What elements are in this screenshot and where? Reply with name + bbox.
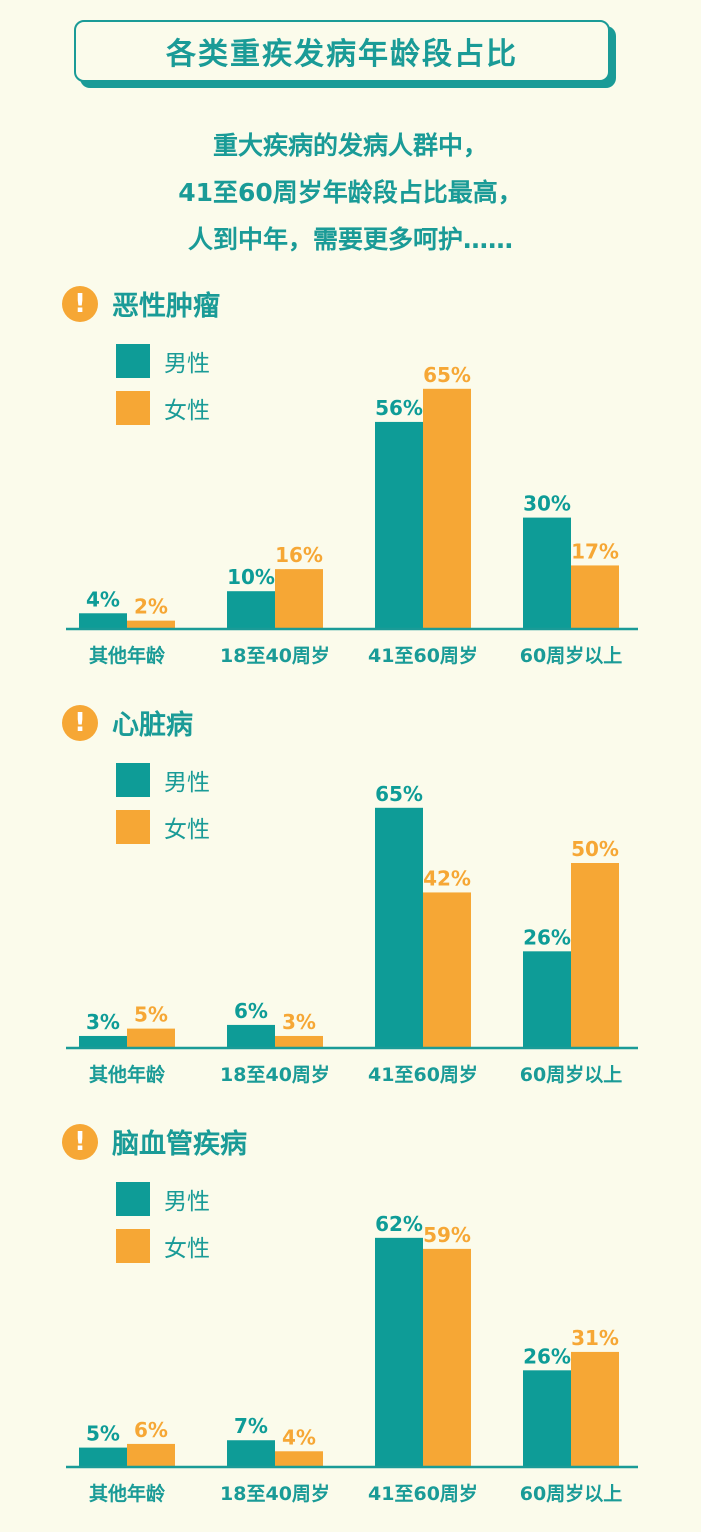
x-tick-label: 60周岁以上 (520, 1063, 622, 1086)
x-tick-label: 41至60周岁 (368, 1063, 478, 1086)
section-header: ! 恶性肿瘤 (62, 284, 220, 323)
data-label: 17% (571, 539, 619, 563)
legend-swatch-female (116, 1229, 150, 1263)
legend-label-female: 女性 (164, 817, 210, 843)
subtitle-line-3: 人到中年，需要更多呵护…… (187, 225, 513, 254)
data-label: 3% (86, 1010, 120, 1034)
legend-swatch-male (116, 344, 150, 378)
bar-female (127, 1028, 175, 1047)
exclamation-icon: ! (62, 1123, 98, 1160)
data-label: 6% (234, 999, 268, 1023)
bar-male (227, 1024, 275, 1047)
bar-female (275, 1035, 323, 1047)
data-label: 42% (423, 866, 471, 890)
bar-chart: 3% 5% 其他年龄 6% 3% 18至40周岁 65% 42% 41至60周岁 26% 50% 60… (66, 782, 638, 1086)
legend-label-male: 男性 (164, 770, 210, 796)
bar-female (571, 565, 619, 628)
data-label: 26% (523, 925, 571, 949)
bar-male (79, 613, 127, 628)
bar-chart: 5% 6% 其他年龄 7% 4% 18至40周岁 62% 59% 41至60周岁 26%31% 60… (66, 1212, 638, 1505)
page-title: 各类重疾发病年龄段占比 (166, 37, 518, 72)
section-header: ! 心脏病 (62, 703, 193, 742)
section-title: 脑血管疾病 (112, 1129, 247, 1160)
data-label: 3% (282, 1010, 316, 1034)
data-label: 4% (282, 1425, 316, 1449)
legend-item-female: 女性 (116, 810, 210, 844)
bar-male (79, 1035, 127, 1047)
section-title: 恶性肿瘤 (112, 291, 220, 322)
bar-male (375, 421, 423, 628)
legend-item-male: 男性 (116, 763, 210, 797)
bar-female (423, 892, 471, 1047)
data-label: 59% (423, 1223, 471, 1247)
bar-male (375, 1237, 423, 1466)
legend-swatch-female (116, 391, 150, 425)
legend-item-male: 男性 (116, 1182, 210, 1216)
subtitle-line-1: 重大疾病的发病人群中， (212, 131, 488, 160)
bar-male (523, 1370, 571, 1466)
bar-female (571, 863, 619, 1047)
section-title: 心脏病 (112, 710, 193, 741)
exclamation-icon: ! (62, 285, 98, 322)
bar-male (227, 591, 275, 628)
data-label: 30% (523, 492, 571, 516)
data-label: 65% (375, 782, 423, 806)
data-label: 16% (275, 543, 323, 567)
chart-section-cerebrovascular: ! 脑血管疾病 男性 女性 5% 6% 其他年龄 7% 4% 18至40周岁 62% 59% 4… (0, 1122, 701, 1532)
bar-female (571, 1351, 619, 1466)
x-tick-label: 60周岁以上 (520, 644, 622, 667)
legend-label-male: 男性 (164, 1189, 210, 1215)
x-tick-label: 41至60周岁 (368, 1482, 478, 1505)
exclamation-icon: ! (62, 704, 98, 741)
data-label: 4% (86, 587, 120, 611)
legend-label-female: 女性 (164, 398, 210, 424)
bar-male (227, 1440, 275, 1466)
legend-swatch-male (116, 1182, 150, 1216)
legend-label-male: 男性 (164, 351, 210, 377)
x-tick-label: 其他年龄 (89, 644, 166, 667)
bar-male (79, 1447, 127, 1466)
subtitle-line-2: 41至60周岁年龄段占比最高， (178, 178, 523, 207)
legend-swatch-female (116, 810, 150, 844)
legend-label-female: 女性 (164, 1236, 210, 1262)
bar-female (275, 569, 323, 628)
data-label: 26% (523, 1344, 571, 1368)
data-label: 10% (227, 565, 275, 589)
bar-female (127, 620, 175, 628)
x-tick-label: 其他年龄 (89, 1063, 166, 1086)
chart-section-cancer: ! 恶性肿瘤 男性 女性 4% 2% 其他年龄 10% 16% 18至40周岁 56% 65%… (0, 284, 701, 694)
bar-female (275, 1451, 323, 1466)
legend-item-female: 女性 (116, 391, 210, 425)
data-label: 5% (134, 1003, 168, 1027)
bar-female (423, 388, 471, 628)
bar-male (523, 517, 571, 628)
legend-item-female: 女性 (116, 1229, 210, 1263)
legend-swatch-male (116, 763, 150, 797)
data-label: 7% (234, 1414, 268, 1438)
title-box: 各类重疾发病年龄段占比 (74, 20, 610, 82)
data-label: 56% (375, 396, 423, 420)
data-label: 31% (571, 1326, 619, 1350)
data-label: 2% (134, 595, 168, 619)
legend-item-male: 男性 (116, 344, 210, 378)
bar-male (375, 807, 423, 1047)
x-tick-label: 18至40周岁 (220, 1482, 330, 1505)
bar-female (423, 1248, 471, 1466)
x-tick-label: 18至40周岁 (220, 1063, 330, 1086)
x-tick-label: 60周岁以上 (520, 1482, 622, 1505)
data-label: 5% (86, 1422, 120, 1446)
x-tick-label: 18至40周岁 (220, 644, 330, 667)
bar-male (523, 951, 571, 1047)
data-label: 62% (375, 1212, 423, 1236)
x-tick-label: 其他年龄 (89, 1482, 166, 1505)
bar-female (127, 1443, 175, 1466)
data-label: 65% (423, 363, 471, 387)
bar-chart: 4% 2% 其他年龄 10%16% 18至40周岁 56%65% 41至60周岁 30%17%… (66, 363, 638, 667)
section-header: ! 脑血管疾病 (62, 1122, 247, 1161)
chart-section-heart: ! 心脏病 男性 女性 3% 5% 其他年龄 6% 3% 18至40周岁 65% 42% 41至… (0, 703, 701, 1113)
data-label: 50% (571, 837, 619, 861)
subtitle: 重大疾病的发病人群中， 41至60周岁年龄段占比最高， 人到中年，需要更多呵护…… (0, 122, 701, 263)
data-label: 6% (134, 1418, 168, 1442)
x-tick-label: 41至60周岁 (368, 644, 478, 667)
